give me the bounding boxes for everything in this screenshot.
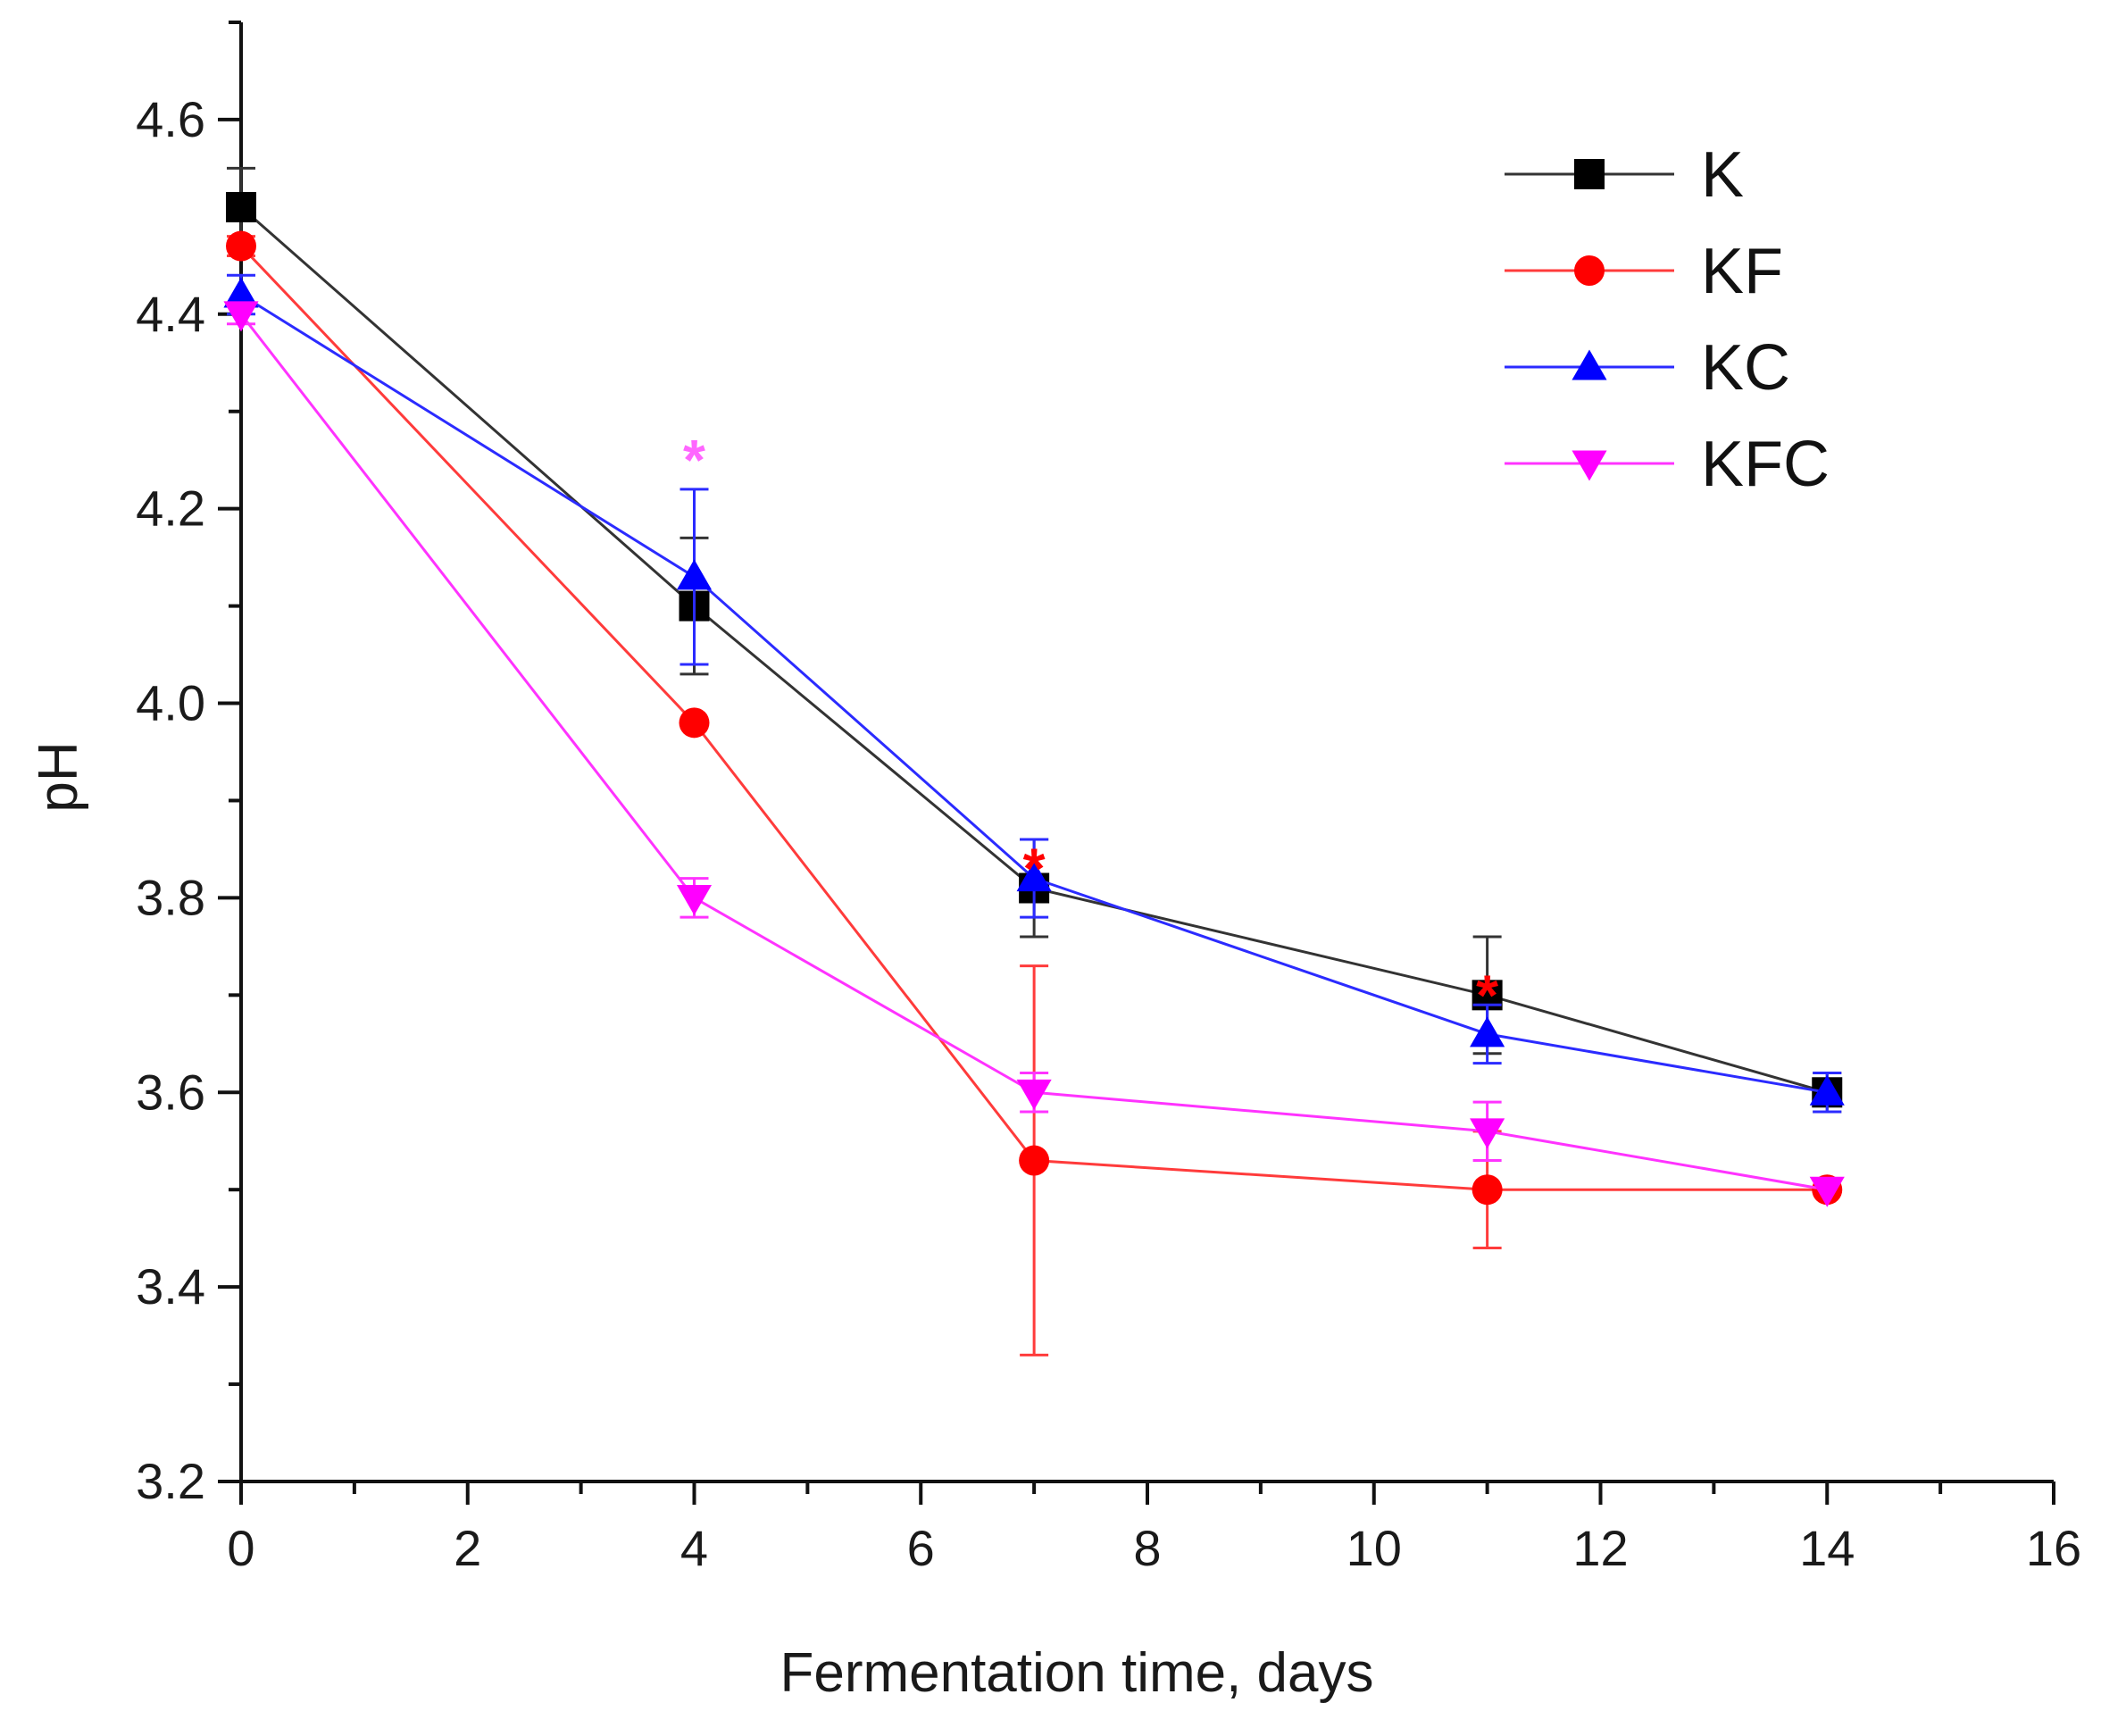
data-point-kc xyxy=(223,277,259,308)
legend-label-k: K xyxy=(1701,139,1744,211)
series-kf xyxy=(226,230,1843,1356)
data-point-kfc xyxy=(676,884,713,915)
significance-star: * xyxy=(1023,837,1046,901)
series-line-k xyxy=(240,205,1828,1094)
data-point-kf xyxy=(226,230,256,262)
data-point-kc xyxy=(1016,861,1052,892)
data-point-kfc xyxy=(223,301,259,332)
x-tick-label: 16 xyxy=(2026,1520,2081,1576)
data-point-kc xyxy=(1470,1016,1505,1047)
data-point-kc xyxy=(1809,1074,1845,1106)
x-tick-label: 4 xyxy=(680,1520,708,1576)
data-point-kf xyxy=(1472,1174,1503,1206)
data-point-k xyxy=(226,191,256,222)
annotations: * * * xyxy=(683,428,1498,1027)
x-tick-label: 6 xyxy=(907,1520,935,1576)
legend-marker-kfc xyxy=(1572,450,1607,481)
legend-marker-kc xyxy=(1572,349,1607,380)
legend: K KF KC KFC xyxy=(1505,139,1830,500)
legend-marker-kf xyxy=(1574,255,1605,286)
series-kfc xyxy=(223,301,1845,1207)
legend-label-kfc: KFC xyxy=(1701,429,1830,500)
legend-item-kc: KC xyxy=(1505,332,1790,404)
y-tick-label: 4.0 xyxy=(136,675,205,731)
x-tick-label: 14 xyxy=(1799,1520,1855,1576)
data-point-kc xyxy=(676,559,713,590)
y-tick-label: 4.6 xyxy=(136,91,205,147)
legend-label-kf: KF xyxy=(1701,236,1783,307)
x-tick-label: 0 xyxy=(227,1520,254,1576)
data-point-kfc xyxy=(1809,1176,1845,1207)
x-tick-label: 8 xyxy=(1133,1520,1161,1576)
legend-item-k: K xyxy=(1505,139,1744,211)
x-tick-label: 12 xyxy=(1572,1520,1628,1576)
y-tick-label: 3.8 xyxy=(136,869,205,925)
data-point-kf xyxy=(1019,1145,1050,1176)
significance-star: * xyxy=(683,428,705,492)
y-tick-label: 3.2 xyxy=(136,1453,205,1509)
series-kc xyxy=(223,273,1845,1114)
y-tick-label: 4.4 xyxy=(136,286,205,342)
legend-label-kc: KC xyxy=(1701,332,1790,404)
y-tick-label: 3.4 xyxy=(136,1258,205,1315)
legend-marker-k xyxy=(1574,159,1605,189)
x-tick-label: 2 xyxy=(454,1520,481,1576)
significance-star: * xyxy=(1476,963,1498,1027)
y-tick-label: 4.2 xyxy=(136,480,205,537)
series-layer xyxy=(223,166,1845,1356)
axis-ticks: 0 2 4 6 8 10 12 14 16 3.2 3.4 3.6 3.8 4.0 4.2 4.4 4.6 xyxy=(136,21,2081,1576)
x-tick-label: 10 xyxy=(1346,1520,1402,1576)
data-point-kf xyxy=(679,707,710,739)
data-point-kfc xyxy=(1470,1118,1505,1149)
legend-item-kfc: KFC xyxy=(1505,429,1830,500)
legend-item-kf: KF xyxy=(1505,236,1783,307)
data-point-kfc xyxy=(1016,1079,1052,1110)
y-axis-title: pH xyxy=(28,741,89,812)
x-axis-title: Fermentation time, days xyxy=(780,1642,1373,1704)
y-tick-label: 3.6 xyxy=(136,1064,205,1120)
